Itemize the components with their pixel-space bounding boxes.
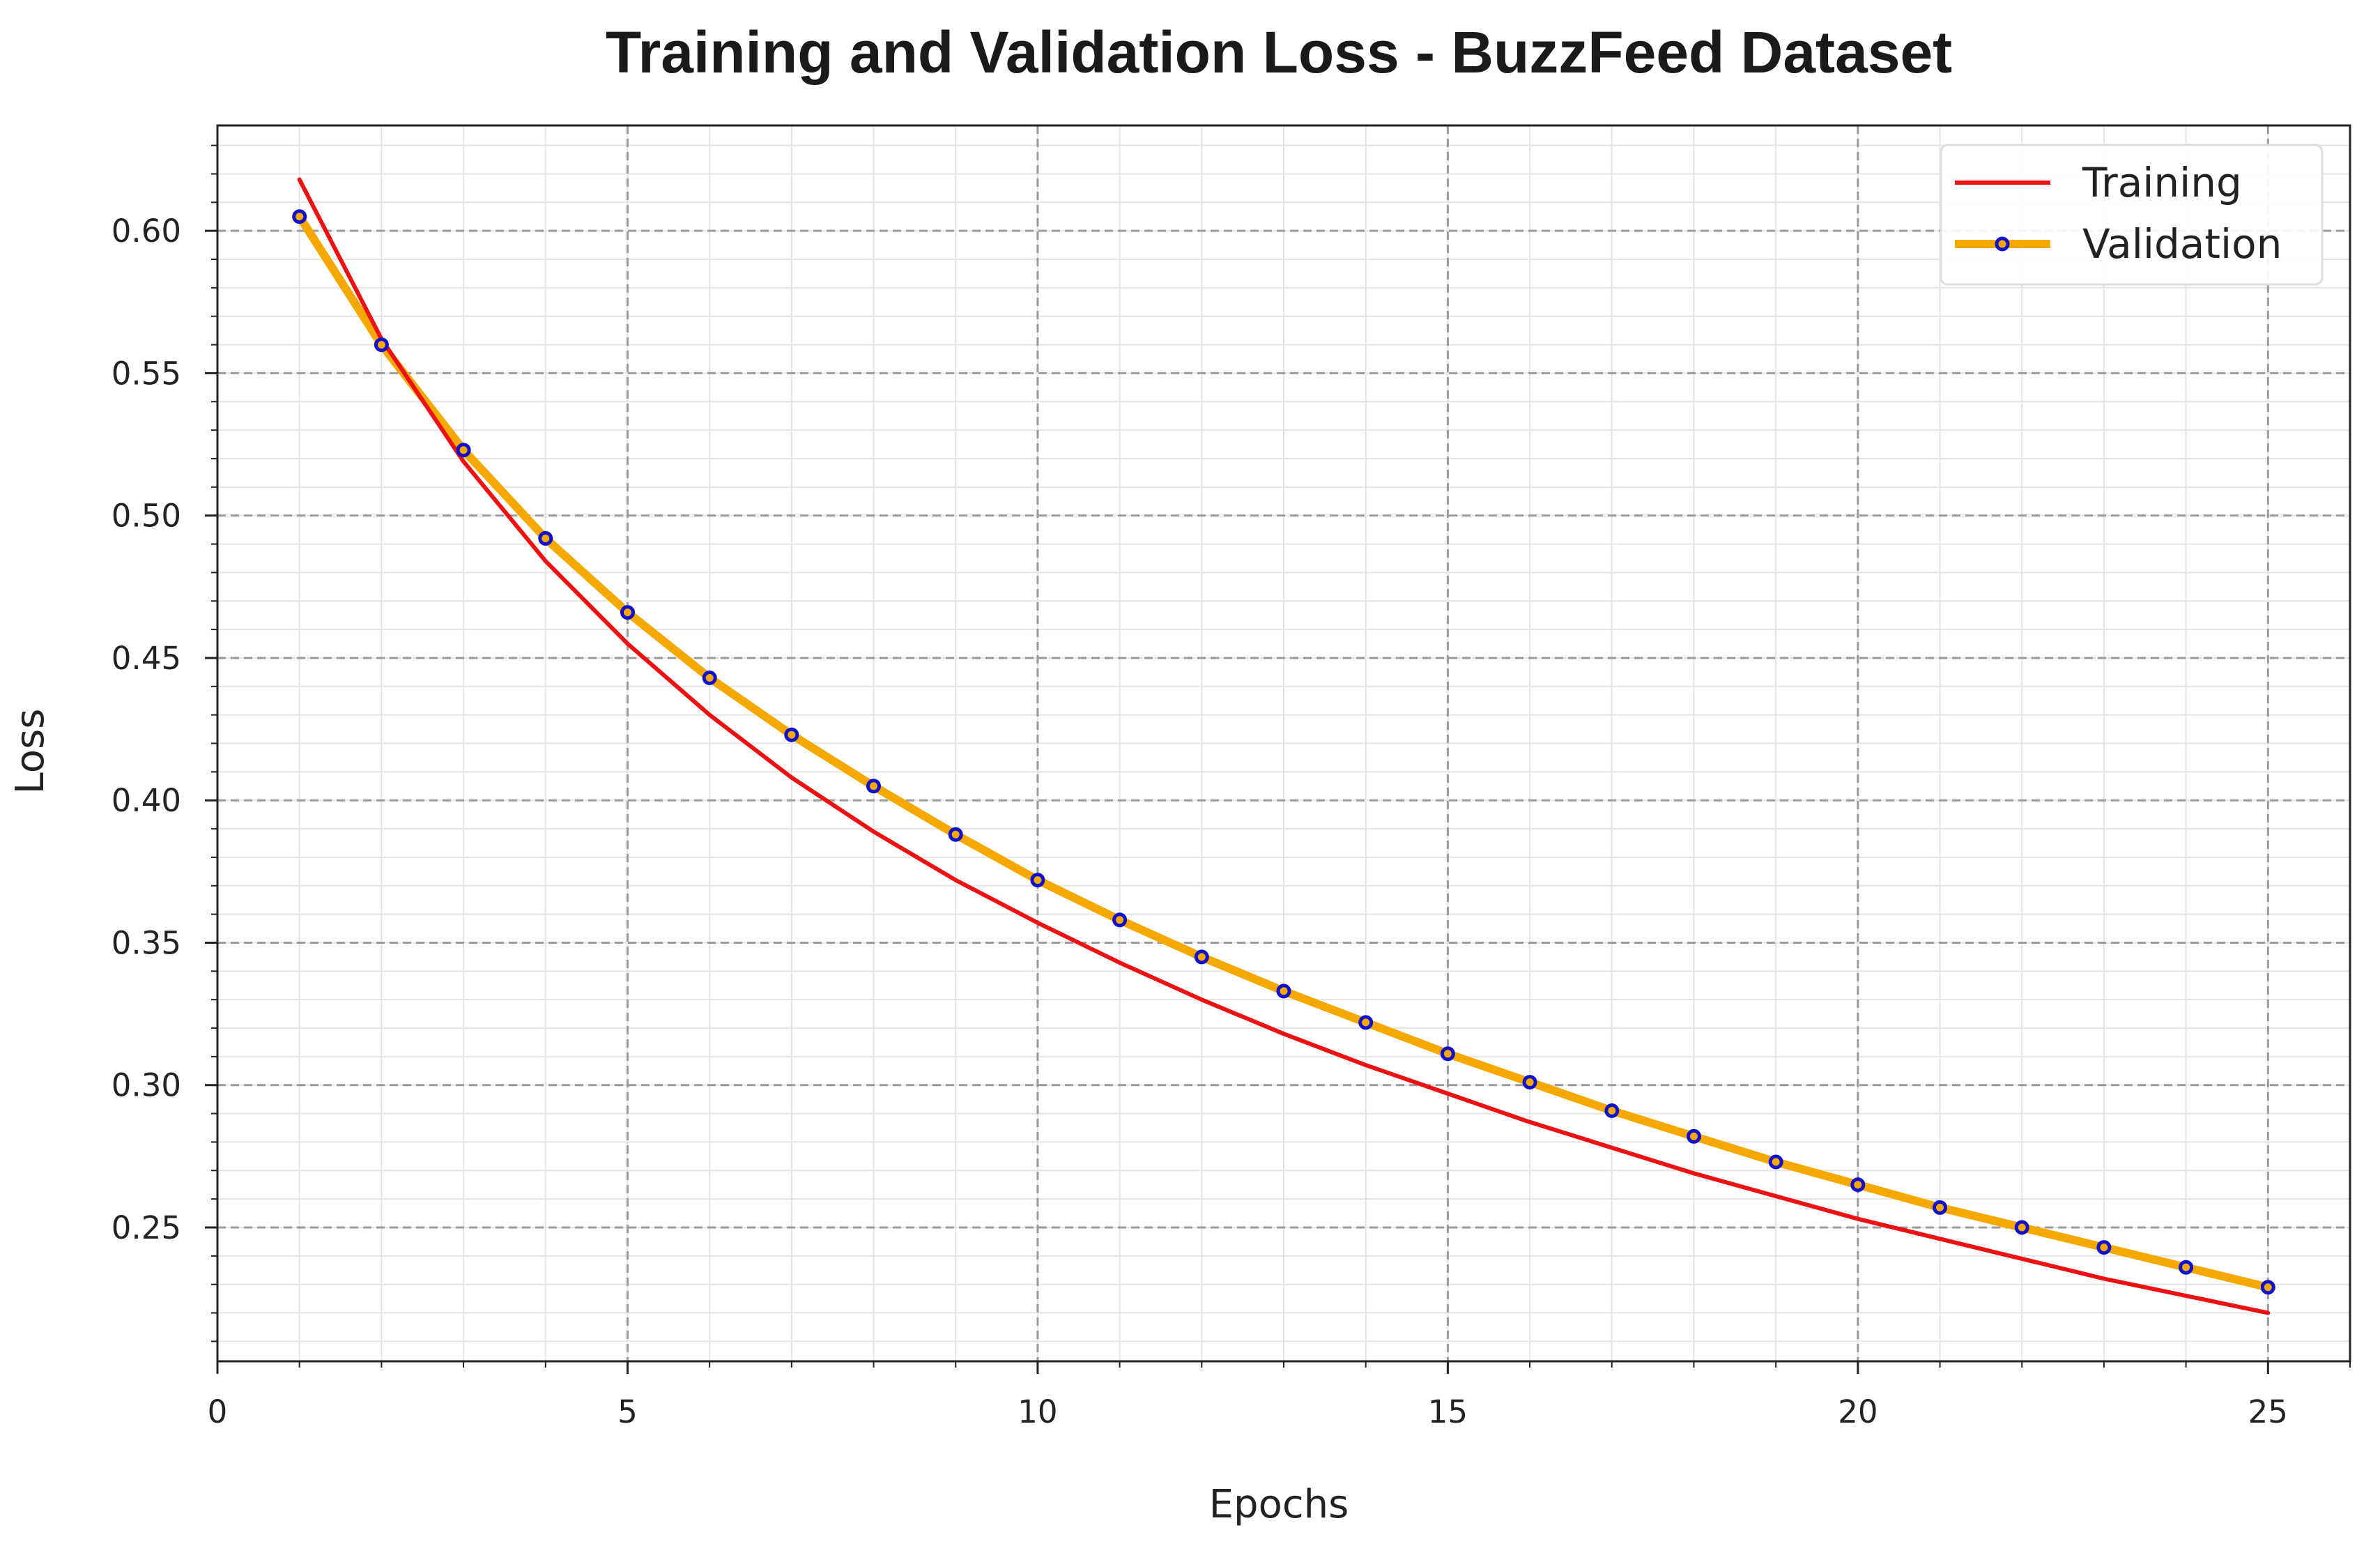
validation-point — [374, 337, 389, 353]
validation-point — [620, 605, 635, 620]
validation-point — [702, 671, 717, 685]
validation-point — [1850, 1177, 1866, 1193]
validation-point — [456, 443, 471, 458]
validation-point — [1194, 949, 1209, 965]
y-tick-label: 0.60 — [112, 213, 181, 250]
y-tick-label: 0.45 — [112, 640, 181, 677]
validation-point — [1768, 1154, 1783, 1170]
validation-point — [292, 209, 307, 224]
x-axis-label: Epochs — [1209, 1482, 1349, 1527]
x-tick-label: 15 — [1428, 1393, 1468, 1430]
validation-point — [1522, 1075, 1537, 1090]
legend: Training Validation — [1940, 144, 2324, 286]
validation-point — [948, 827, 963, 842]
validation-point — [1112, 912, 1128, 928]
x-tick-label: 0 — [208, 1393, 228, 1430]
legend-validation-label: Validation — [2082, 220, 2282, 268]
validation-point — [1358, 1015, 1374, 1030]
validation-point — [1440, 1046, 1455, 1062]
y-tick-label: 0.35 — [112, 924, 181, 961]
x-tick-label: 10 — [1018, 1393, 1057, 1430]
y-tick-label: 0.50 — [112, 498, 181, 535]
y-axis-label: Loss — [8, 709, 53, 795]
y-tick-label: 0.30 — [112, 1067, 181, 1104]
validation-point — [2096, 1240, 2112, 1255]
y-tick-label: 0.25 — [112, 1209, 181, 1246]
validation-point — [784, 727, 799, 742]
validation-point — [2179, 1260, 2194, 1275]
y-tick-label: 0.40 — [112, 782, 181, 819]
major-ticks — [205, 229, 2269, 1374]
validation-point — [1276, 984, 1291, 999]
x-tick-label: 20 — [1838, 1393, 1878, 1430]
validation-point — [1030, 873, 1045, 888]
x-tick-label: 5 — [617, 1393, 638, 1430]
tick-labels: 0 5 10 15 20 25 0.25 0.30 0.35 0.40 0.45 0.50 0.55 0.… — [112, 213, 2288, 1430]
validation-point — [866, 779, 881, 794]
validation-point — [1933, 1200, 1947, 1215]
series-markers — [292, 209, 2275, 1295]
legend-box — [1940, 144, 2324, 286]
chart-title: Training and Validation Loss - BuzzFeed … — [606, 20, 1952, 85]
validation-point — [1604, 1103, 1620, 1118]
series-line-training — [297, 177, 2271, 1315]
legend-validation-marker — [1995, 236, 2010, 252]
validation-point — [2014, 1220, 2029, 1235]
legend-training-label: Training — [2082, 159, 2242, 206]
validation-point — [538, 530, 553, 546]
validation-point — [1687, 1128, 1701, 1144]
validation-point — [2260, 1280, 2275, 1295]
x-tick-label: 25 — [2248, 1393, 2288, 1430]
y-tick-label: 0.55 — [112, 355, 181, 392]
